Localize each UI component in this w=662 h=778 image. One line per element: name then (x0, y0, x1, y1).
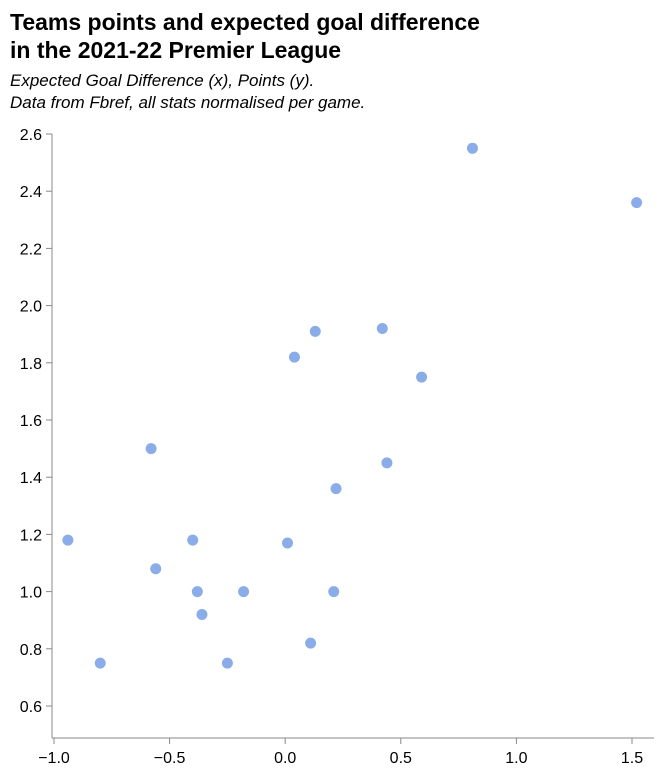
x-tick-label: 1.0 (505, 750, 527, 767)
data-point (196, 608, 208, 620)
y-tick-label: 0.8 (20, 642, 42, 659)
y-tick-label: 2.6 (20, 127, 42, 144)
y-tick-label: 1.4 (20, 470, 42, 487)
data-point (145, 443, 157, 455)
data-point (187, 534, 199, 546)
y-tick-label: 2.2 (20, 241, 42, 258)
y-tick-label: 1.2 (20, 527, 42, 544)
data-points (62, 142, 643, 669)
chart-title-line-2: in the 2021-22 Premier League (10, 37, 342, 63)
data-point (330, 483, 342, 495)
x-tick-label: 0.0 (274, 750, 296, 767)
chart-title: Teams points and expected goal differenc… (10, 8, 650, 64)
data-point (191, 586, 203, 598)
chart-subtitle-line-2: Data from Fbref, all stats normalised pe… (10, 93, 366, 112)
data-point (309, 325, 321, 337)
x-axis: −1.0 −0.5 0.0 0.5 1.0 1.5 (38, 737, 654, 767)
data-point (150, 563, 162, 575)
data-point (376, 322, 388, 334)
data-point (305, 637, 317, 649)
data-point (288, 351, 300, 363)
y-tick-label: 2.4 (20, 184, 42, 201)
data-point (238, 586, 250, 598)
y-axis: 0.6 0.8 1.0 1.2 1.4 1.6 1.8 2.0 2.2 2.4 2.6 (20, 127, 53, 738)
data-point (381, 457, 393, 469)
y-tick-label: 1.0 (20, 585, 42, 602)
data-point (282, 537, 294, 549)
y-tick-label: 1.8 (20, 356, 42, 373)
x-tick-label: −1.0 (38, 750, 70, 767)
data-point (631, 197, 643, 209)
x-tick-label: 1.5 (621, 750, 643, 767)
x-tick-label: 0.5 (390, 750, 412, 767)
y-tick-label: 2.0 (20, 299, 42, 316)
chart-subtitle: Expected Goal Difference (x), Points (y)… (10, 70, 650, 114)
data-point (416, 371, 428, 383)
chart-subtitle-line-1: Expected Goal Difference (x), Points (y)… (10, 71, 315, 90)
data-point (221, 657, 233, 669)
chart-title-line-1: Teams points and expected goal differenc… (10, 9, 480, 35)
y-tick-label: 0.6 (20, 699, 42, 716)
data-point (62, 534, 74, 546)
data-point (466, 142, 478, 154)
y-tick-label: 1.6 (20, 413, 42, 430)
data-point (94, 657, 106, 669)
data-point (328, 586, 340, 598)
x-tick-label: −0.5 (154, 750, 186, 767)
